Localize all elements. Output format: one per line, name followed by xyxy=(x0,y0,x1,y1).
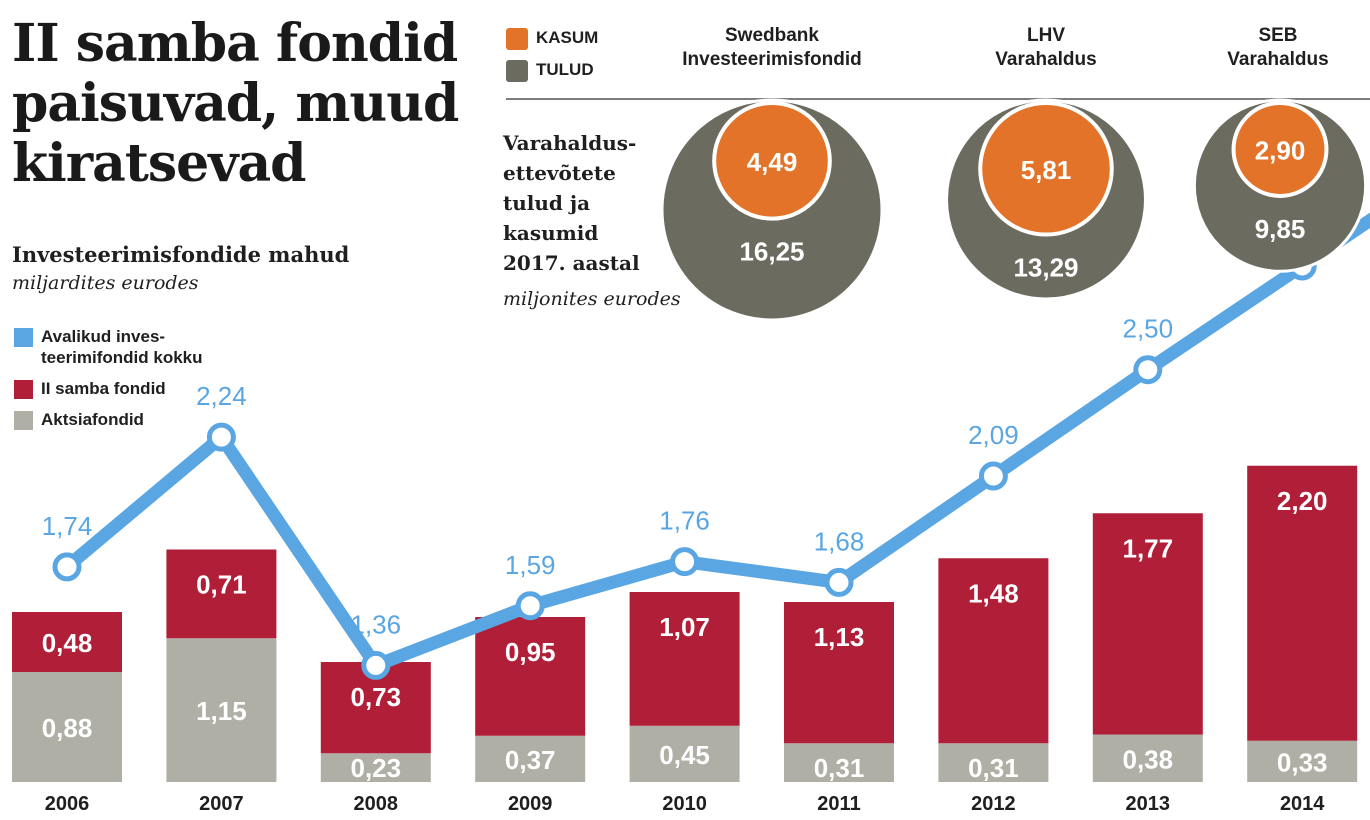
bar-pillar2-2013 xyxy=(1092,513,1203,735)
bar-equity-2008 xyxy=(320,753,431,782)
x-tick-label-2014: 2014 xyxy=(1280,793,1325,815)
x-tick-label-2010: 2010 xyxy=(662,793,707,815)
bar-equity-label-2008: 0,23 xyxy=(350,753,401,783)
legend-item-pillar2: II samba fondid xyxy=(14,378,261,399)
bar-pillar2-2006 xyxy=(12,612,122,672)
company-name-swedbank: Swedbank Investeerimisfondid xyxy=(682,25,862,70)
x-tick-label-2007: 2007 xyxy=(199,793,244,815)
chart-subtitle: Investeerimisfondide mahud xyxy=(12,242,350,267)
line-label-2012: 2,09 xyxy=(968,420,1019,450)
bar-pillar2-2014 xyxy=(1247,465,1358,741)
bar-equity-2009 xyxy=(475,735,586,782)
legend-item-kasum: KASUM xyxy=(506,26,598,50)
bar-pillar2-label-2006: 0,48 xyxy=(42,628,93,658)
bubble-tulud-label-seb: 9,85 xyxy=(1255,214,1306,244)
bubble-kasum-swedbank xyxy=(712,101,832,221)
bar-pillar2-label-2009: 0,95 xyxy=(505,637,556,667)
legend-swatch-equity xyxy=(14,411,33,430)
legend-label-tulud: TULUD xyxy=(536,60,594,79)
headline: II samba fondid paisuvad, muud kiratseva… xyxy=(12,13,459,194)
legend-label-pillar2: II samba fondid xyxy=(41,379,166,398)
line-public-total xyxy=(60,212,1370,672)
x-tick-label-2006: 2006 xyxy=(45,793,90,815)
bar-pillar2-label-2007: 0,71 xyxy=(196,570,247,600)
bubble-unit: miljonites eurodes xyxy=(503,288,681,310)
bar-equity-2012 xyxy=(938,743,1049,782)
line-point-2012 xyxy=(978,461,1008,491)
bar-equity-label-2009: 0,37 xyxy=(505,745,556,775)
x-tick-label-2011: 2011 xyxy=(817,793,860,815)
line-label-2013: 2,50 xyxy=(1122,314,1173,344)
bar-equity-label-2011: 0,31 xyxy=(814,753,865,783)
bubble-tulud-label-lhv: 13,29 xyxy=(1013,253,1078,283)
line-label-2010: 1,76 xyxy=(659,506,710,536)
bar-equity-2011 xyxy=(784,743,894,782)
line-label-2011: 1,68 xyxy=(814,526,865,556)
bar-equity-2013 xyxy=(1092,734,1203,782)
bar-pillar2-2011 xyxy=(784,602,894,744)
legend-label-kasum: KASUM xyxy=(536,28,599,47)
x-tick-label-2008: 2008 xyxy=(354,793,399,815)
company-name-lhv: LHV Varahaldus xyxy=(995,25,1097,70)
legend-item-public-total: Avalikud inves- teerimifondid kokku xyxy=(14,326,261,368)
line-point-2010 xyxy=(670,547,700,577)
line-point-2008 xyxy=(361,650,391,680)
legend-swatch-kasum xyxy=(506,28,528,50)
bar-pillar2-label-2011: 1,13 xyxy=(814,622,865,652)
bar-equity-label-2010: 0,45 xyxy=(659,740,710,770)
bubble-kasum-label-seb: 2,90 xyxy=(1255,135,1306,165)
bubble-title: Varahaldus- ettevõtete tulud ja kasumid … xyxy=(503,131,640,275)
line-point-2013 xyxy=(1133,355,1163,385)
bar-legend: Avalikud inves- teerimifondid kokku II s… xyxy=(14,326,261,440)
legend-label-equity: Aktsiafondid xyxy=(41,410,144,429)
line-point-2007 xyxy=(206,422,236,452)
bar-pillar2-2009 xyxy=(475,617,586,736)
line-point-2011 xyxy=(824,567,854,597)
bar-equity-label-2012: 0,31 xyxy=(968,753,1019,783)
line-label-2009: 1,59 xyxy=(505,550,556,580)
legend-swatch-public-total xyxy=(14,328,33,347)
bar-equity-label-2006: 0,88 xyxy=(42,713,93,743)
bar-pillar2-label-2014: 2,20 xyxy=(1277,486,1328,516)
company-name-seb: SEB Varahaldus xyxy=(1227,25,1329,70)
bubble-kasum-seb xyxy=(1231,101,1329,198)
bar-pillar2-label-2008: 0,73 xyxy=(350,682,401,712)
bar-pillar2-label-2013: 1,77 xyxy=(1122,533,1173,563)
bubble-kasum-lhv xyxy=(978,101,1114,237)
line-point-2009 xyxy=(515,591,545,621)
bar-pillar2-2007 xyxy=(166,549,277,639)
bubble-kasum-label-lhv: 5,81 xyxy=(1021,155,1072,185)
bubble-legend: KASUM TULUD xyxy=(506,26,598,90)
bubble-kasum-label-swedbank: 4,49 xyxy=(747,147,798,177)
legend-label-public-total: Avalikud inves- teerimifondid kokku xyxy=(41,327,203,367)
bar-pillar2-2010 xyxy=(629,592,740,726)
bar-equity-2010 xyxy=(629,725,740,782)
legend-item-equity: Aktsiafondid xyxy=(14,409,261,430)
bar-equity-2007 xyxy=(166,638,277,782)
line-label-2008: 1,36 xyxy=(350,609,401,639)
x-tick-label-2013: 2013 xyxy=(1126,793,1171,815)
bar-equity-label-2007: 1,15 xyxy=(196,696,247,726)
bar-equity-2014 xyxy=(1247,740,1358,782)
bar-pillar2-label-2012: 1,48 xyxy=(968,578,1019,608)
bar-equity-2006 xyxy=(12,672,122,782)
x-tick-label-2012: 2012 xyxy=(971,793,1016,815)
line-point-2006 xyxy=(52,552,82,582)
bar-equity-label-2013: 0,38 xyxy=(1122,744,1173,774)
bubble-tulud-label-swedbank: 16,25 xyxy=(739,237,804,267)
header-divider xyxy=(506,98,1370,100)
legend-swatch-pillar2 xyxy=(14,380,33,399)
bar-equity-label-2014: 0,33 xyxy=(1277,747,1328,777)
chart-unit: miljardites eurodes xyxy=(12,272,199,294)
bar-pillar2-label-2010: 1,07 xyxy=(659,612,710,642)
legend-swatch-tulud xyxy=(506,60,528,82)
line-label-2007: 2,24 xyxy=(196,381,247,411)
x-tick-label-2009: 2009 xyxy=(508,793,553,815)
bar-pillar2-2012 xyxy=(938,558,1049,744)
legend-item-tulud: TULUD xyxy=(506,58,598,82)
line-label-2006: 1,74 xyxy=(42,511,93,541)
